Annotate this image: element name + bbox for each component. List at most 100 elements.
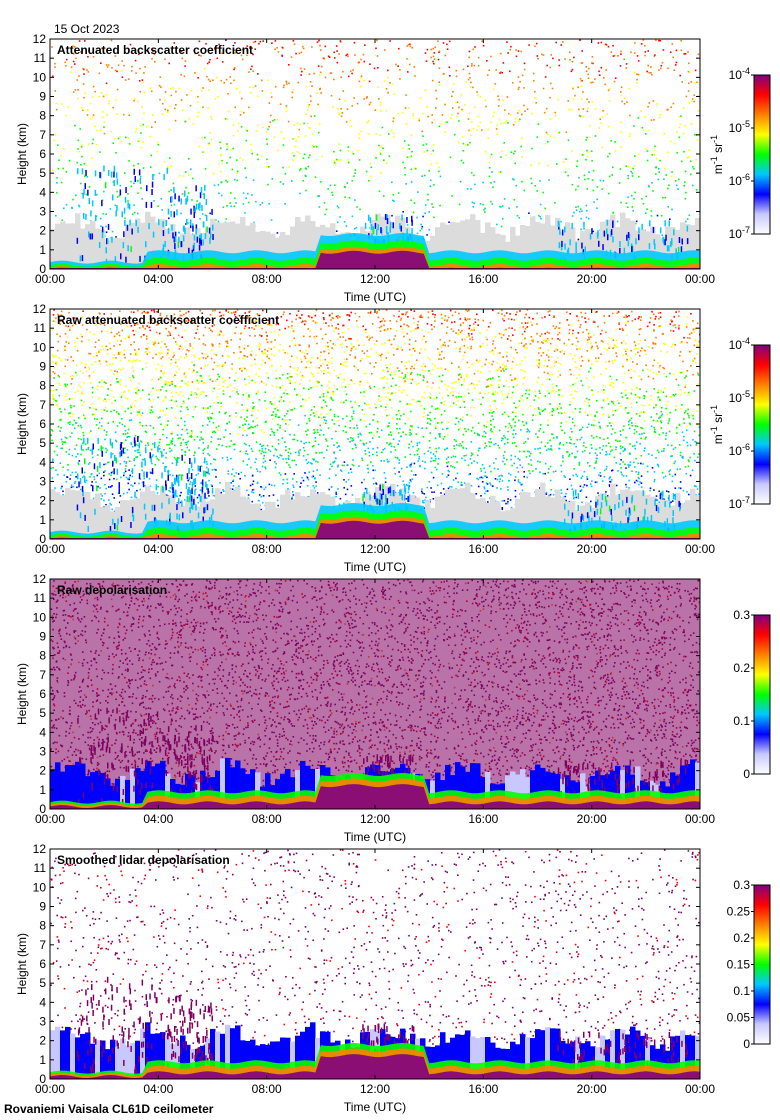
y-tick-label: 2 — [39, 1034, 46, 1048]
y-axis-label: Height (km) — [15, 123, 29, 185]
x-axis-label: Time (UTC) — [344, 560, 406, 574]
y-axis-label: Height (km) — [15, 393, 29, 455]
x-tick-label: 08:00 — [252, 542, 282, 556]
y-tick-label: 11 — [34, 321, 47, 335]
y-tick-label: 11 — [34, 591, 47, 605]
panel-title: Attenuated backscatter coefficient — [57, 43, 253, 57]
colorbar: 0.3 0.2 0.1 0 — [733, 608, 771, 781]
colorbar-tick-label: 0.3 — [733, 878, 750, 892]
panel-4: Smoothed lidar depolarisation01234567891… — [15, 842, 771, 1114]
y-tick-label: 6 — [39, 687, 46, 701]
y-tick-label: 11 — [34, 51, 47, 65]
y-tick-label: 3 — [39, 205, 46, 219]
y-tick-label: 2 — [39, 494, 46, 508]
heatmap-area — [50, 579, 700, 809]
colorbar-tick-label: 10-4 — [729, 336, 750, 352]
y-tick-label: 6 — [39, 417, 46, 431]
y-tick-label: 6 — [39, 957, 46, 971]
x-tick-label: 00:00 — [35, 272, 65, 286]
colorbar-tick-label: 10-7 — [729, 495, 750, 511]
x-axis-label: Time (UTC) — [344, 1100, 406, 1114]
y-tick-label: 5 — [39, 166, 46, 180]
y-tick-label: 9 — [39, 630, 46, 644]
colorbar-tick-label: 0.05 — [727, 1011, 751, 1025]
y-tick-label: 3 — [39, 745, 46, 759]
colorbar: 10-4 10-5 10-6 10-7 m-1 sr-1 — [709, 66, 771, 241]
x-tick-label: 00:00 — [685, 1082, 715, 1096]
y-tick-label: 0 — [39, 1072, 46, 1086]
heatmap-area — [50, 309, 700, 539]
heatmap-area — [50, 849, 700, 1079]
colorbar-tick-label: 10-5 — [729, 389, 750, 405]
x-tick-label: 20:00 — [577, 272, 607, 286]
x-tick-label: 20:00 — [577, 542, 607, 556]
colorbar: 10-4 10-5 10-6 10-7 m-1 sr-1 — [709, 336, 771, 511]
y-tick-label: 3 — [39, 475, 46, 489]
y-tick-label: 7 — [39, 398, 46, 412]
colorbar-unit-label: m-1 sr-1 — [709, 135, 725, 174]
x-tick-label: 08:00 — [252, 812, 282, 826]
colorbar-tick-label: 0.15 — [727, 958, 751, 972]
colorbar-tick-label: 0.25 — [727, 905, 751, 919]
y-tick-label: 10 — [33, 70, 47, 84]
x-axis-label: Time (UTC) — [344, 830, 406, 844]
panel-2: Raw attenuated backscatter coefficient 0 1… — [15, 302, 771, 574]
y-tick-label: 4 — [39, 725, 46, 739]
y-tick-label: 10 — [33, 340, 47, 354]
y-tick-label: 0 — [39, 802, 46, 816]
y-tick-label: 0 — [39, 532, 46, 546]
colorbar-tick-label: 10-6 — [729, 442, 750, 458]
panel-1: Attenuated backscatter coefficient012345… — [15, 32, 771, 304]
x-tick-label: 20:00 — [577, 1082, 607, 1096]
y-tick-label: 12 — [33, 842, 47, 856]
colorbar-tick-label: 10-7 — [729, 225, 750, 241]
y-tick-label: 7 — [39, 668, 46, 682]
colorbar-tick-label: 0.2 — [733, 661, 750, 675]
y-tick-label: 2 — [39, 764, 46, 778]
x-tick-label: 20:00 — [577, 812, 607, 826]
y-tick-label: 3 — [39, 1015, 46, 1029]
y-axis-label: Height (km) — [15, 663, 29, 725]
date-label: 15 Oct 2023 — [54, 22, 120, 36]
x-tick-label: 12:00 — [360, 1082, 390, 1096]
y-tick-label: 6 — [39, 147, 46, 161]
y-tick-label: 4 — [39, 455, 46, 469]
x-tick-label: 00:00 — [685, 542, 715, 556]
x-tick-label: 16:00 — [468, 1082, 498, 1096]
colorbar: 0.3 0.25 0.2 0.15 0.1 0.05 0 — [727, 878, 771, 1051]
x-tick-label: 04:00 — [143, 812, 173, 826]
y-tick-label: 2 — [39, 224, 46, 238]
x-tick-label: 04:00 — [143, 542, 173, 556]
colorbar-tick-label: 10-6 — [729, 172, 750, 188]
heatmap-area — [50, 39, 700, 269]
y-tick-label: 9 — [39, 360, 46, 374]
x-tick-label: 00:00 — [685, 812, 715, 826]
y-tick-label: 9 — [39, 90, 46, 104]
colorbar-tick-label: 0.1 — [733, 984, 750, 998]
colorbar-tick-label: 10-5 — [729, 119, 750, 135]
x-tick-label: 04:00 — [143, 1082, 173, 1096]
x-tick-label: 00:00 — [685, 272, 715, 286]
colorbar-tick-label: 0.2 — [733, 931, 750, 945]
panel-title: Smoothed lidar depolarisation — [57, 853, 230, 867]
colorbar-unit-label: m-1 sr-1 — [709, 405, 725, 444]
y-tick-label: 1 — [39, 783, 46, 797]
y-axis-label: Height (km) — [15, 933, 29, 995]
x-tick-label: 00:00 — [35, 1082, 65, 1096]
y-tick-label: 5 — [39, 976, 46, 990]
y-tick-label: 12 — [33, 302, 47, 316]
y-tick-label: 4 — [39, 995, 46, 1009]
x-axis-label: Time (UTC) — [344, 290, 406, 304]
y-tick-label: 11 — [34, 861, 47, 875]
y-tick-label: 10 — [33, 880, 47, 894]
colorbar-tick-label: 0.1 — [733, 714, 750, 728]
y-tick-label: 4 — [39, 185, 46, 199]
x-tick-label: 04:00 — [143, 272, 173, 286]
y-tick-label: 1 — [39, 1053, 46, 1067]
colorbar-tick-label: 10-4 — [729, 66, 750, 82]
x-tick-label: 08:00 — [252, 272, 282, 286]
y-tick-label: 7 — [39, 938, 46, 952]
x-tick-label: 12:00 — [360, 542, 390, 556]
colorbar-tick-label: 0 — [743, 1037, 750, 1051]
x-tick-label: 00:00 — [35, 812, 65, 826]
